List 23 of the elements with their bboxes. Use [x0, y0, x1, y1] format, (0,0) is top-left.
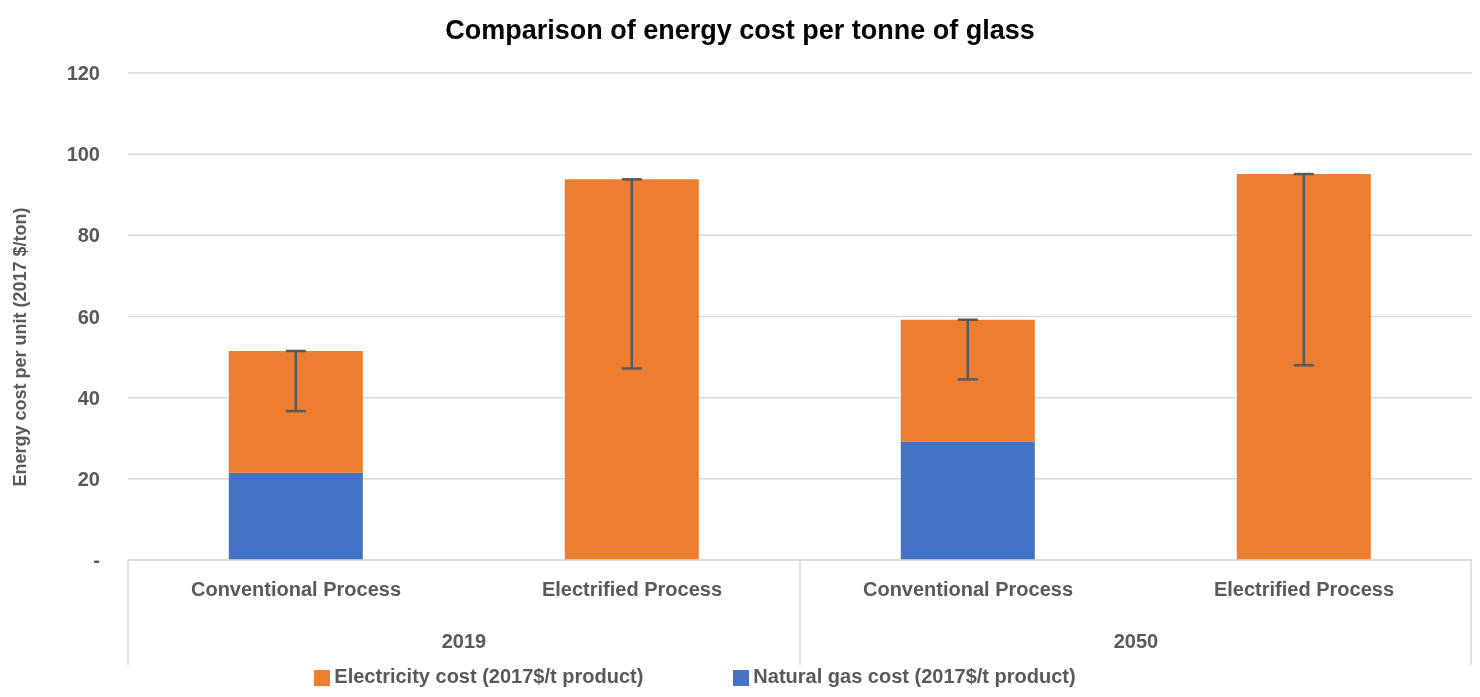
y-tick-label: - — [93, 549, 100, 572]
bar — [228, 472, 363, 560]
y-tick-label: 20 — [77, 467, 100, 490]
y-tick-label: 60 — [77, 305, 100, 328]
x-tick-label: Electrified Process — [541, 578, 723, 600]
bar — [1236, 174, 1371, 560]
legend-label: Electricity cost (2017$/t product) — [334, 665, 644, 687]
x-tick-label: Conventional Process — [190, 578, 402, 600]
y-axis-title: Energy cost per unit (2017 $/ton) — [10, 207, 31, 487]
bar — [228, 351, 363, 473]
bar — [564, 179, 699, 560]
y-tick-label: 120 — [66, 62, 100, 85]
bar — [900, 319, 1035, 442]
bar — [900, 441, 1035, 560]
x-tick-label: Conventional Process — [862, 578, 1074, 600]
y-tick-label: 40 — [77, 386, 100, 409]
text: 2050 — [1113, 630, 1159, 652]
text: 2019 — [441, 630, 487, 652]
y-tick-label: 100 — [66, 143, 100, 166]
legend-label: Natural gas cost (2017$/t product) — [753, 665, 1076, 687]
x-tick-label: Electrified Process — [1213, 578, 1395, 600]
chart-title: Comparison of energy cost per tonne of glass — [444, 14, 1036, 47]
y-tick-label: 80 — [77, 224, 100, 247]
